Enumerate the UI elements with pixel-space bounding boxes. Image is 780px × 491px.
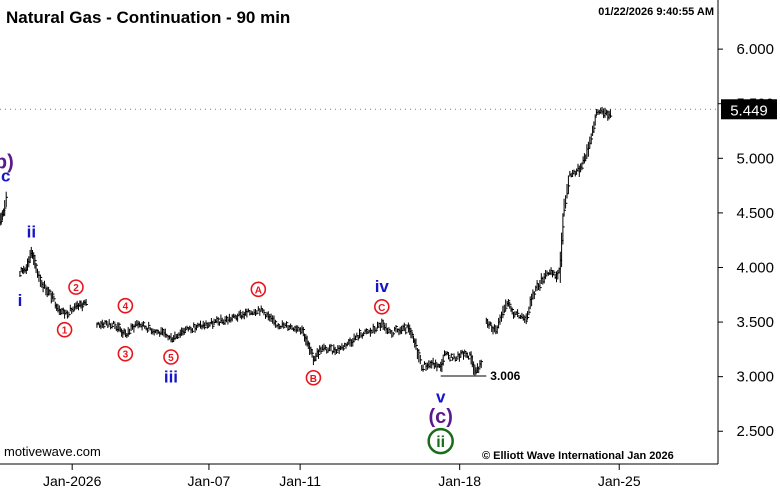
wave-label: 1 — [62, 326, 68, 337]
wave-label-circle — [56, 321, 73, 338]
reference-level: 3.006 — [440, 369, 521, 383]
wave-label-circle — [427, 427, 454, 455]
x-tick-label: Jan-18 — [438, 473, 481, 489]
wave-label: 3 — [123, 350, 129, 361]
wave-label: C — [378, 303, 385, 314]
x-tick-label: Jan-07 — [188, 473, 231, 489]
wave-label: (b) — [0, 152, 14, 174]
y-tick-label: 3.500 — [736, 314, 774, 331]
source-watermark: motivewave.com — [4, 444, 101, 459]
y-tick-label: 6.000 — [736, 41, 774, 58]
wave-label-circle — [117, 345, 134, 362]
chart-timestamp: 01/22/2026 9:40:55 AM — [598, 6, 714, 18]
wave-label: A — [255, 285, 262, 296]
wave-label: i — [18, 291, 23, 310]
wave-label: 4 — [123, 302, 129, 313]
wave-label: v — [436, 387, 446, 406]
wave-label: c — [1, 167, 10, 186]
last-price-box — [721, 99, 777, 120]
last-price-label: 5.449 — [730, 102, 768, 119]
wave-label: ii — [436, 434, 445, 451]
y-tick-label: 4.500 — [736, 205, 774, 222]
wave-label-circle — [117, 297, 134, 314]
wave-label-circle — [250, 281, 267, 298]
y-tick-label: 4.000 — [736, 259, 774, 276]
x-tick-label: Jan-11 — [279, 473, 321, 489]
wave-label: B — [310, 374, 317, 385]
wave-label-circle — [68, 279, 84, 295]
y-tick-label: 2.500 — [736, 423, 774, 440]
copyright-note: © Elliott Wave International Jan 2026 — [482, 450, 674, 462]
wave-label-circle — [373, 298, 390, 315]
x-tick-label: Jan-25 — [598, 473, 641, 489]
wave-label: iv — [375, 277, 390, 296]
y-tick-label: 3.000 — [736, 369, 774, 386]
y-tick-label: 5.000 — [736, 150, 774, 167]
price-bars — [0, 106, 613, 376]
x-axis-ticks: Jan-2026 Jan-07 Jan-11 Jan-18 Jan-25 — [43, 464, 641, 489]
wave-label: 5 — [168, 353, 174, 364]
x-tick-label: Jan-2026 — [43, 473, 102, 489]
chart-title: Natural Gas - Continuation - 90 min — [6, 8, 290, 27]
wave-label: ii — [27, 222, 36, 241]
wave-label: (c) — [428, 406, 452, 428]
wave-label-circle — [163, 349, 179, 365]
wave-label-circle — [305, 369, 322, 386]
reference-level-label: 3.006 — [490, 369, 520, 383]
last-price-badge: 5.449 — [0, 99, 777, 120]
wave-label: 2 — [73, 283, 79, 294]
wave-label: iii — [164, 368, 178, 387]
